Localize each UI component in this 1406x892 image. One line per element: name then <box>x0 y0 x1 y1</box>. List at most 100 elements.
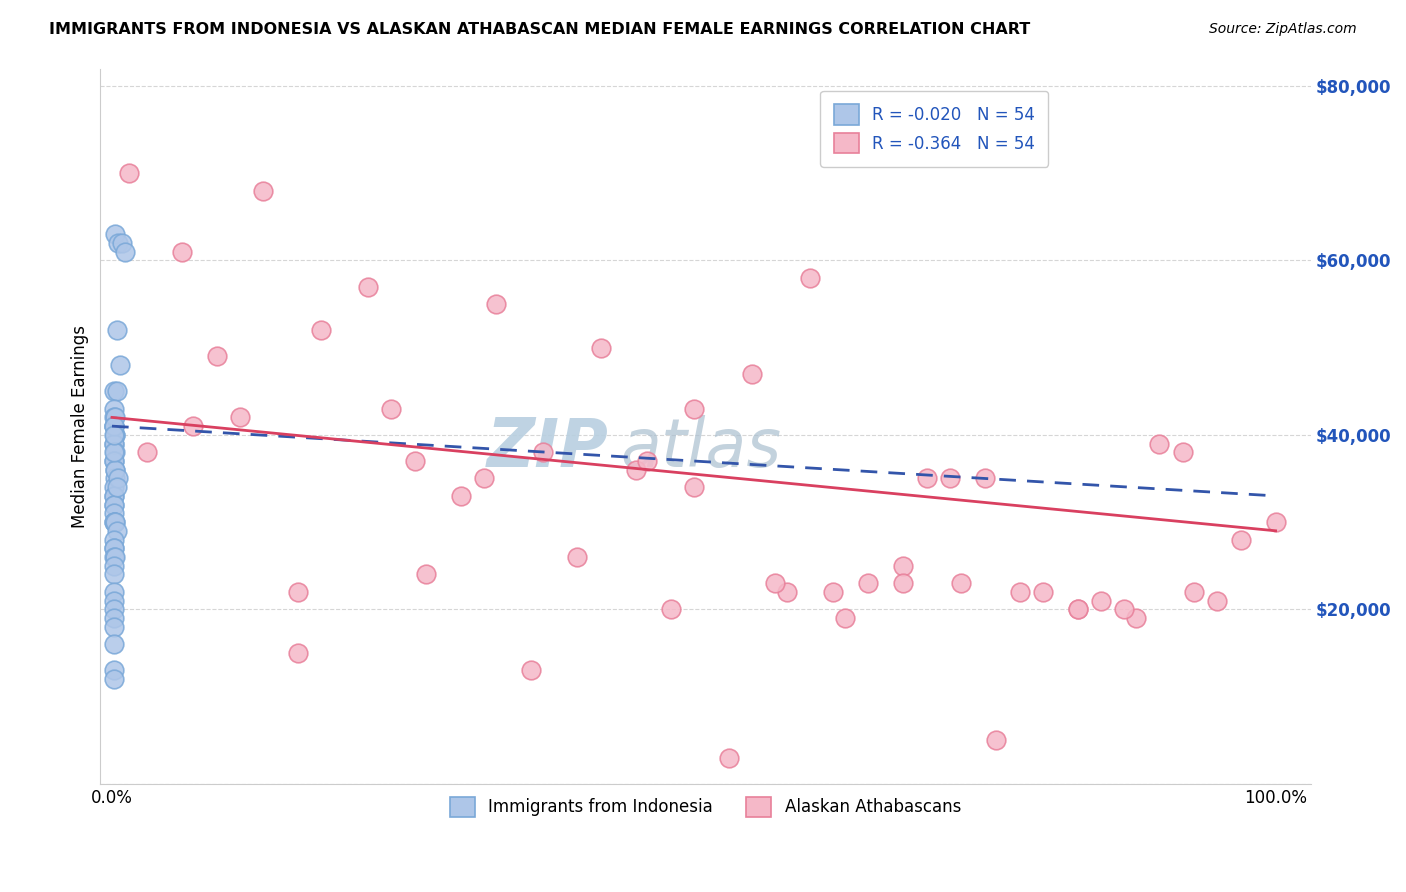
Point <box>834 611 856 625</box>
Point <box>103 611 125 625</box>
Point <box>103 454 125 468</box>
Point <box>531 445 554 459</box>
Point <box>1032 585 1054 599</box>
Point <box>311 323 333 337</box>
Point <box>252 184 274 198</box>
Point <box>103 541 125 556</box>
Point <box>103 445 125 459</box>
Point <box>1171 445 1194 459</box>
Point <box>103 427 125 442</box>
Point <box>229 410 252 425</box>
Point <box>973 471 995 485</box>
Point <box>103 498 125 512</box>
Point <box>741 367 763 381</box>
Point <box>950 576 973 591</box>
Point <box>104 227 127 242</box>
Point <box>103 507 125 521</box>
Point <box>485 297 508 311</box>
Point <box>624 463 647 477</box>
Point <box>823 585 845 599</box>
Point <box>1008 585 1031 599</box>
Point <box>103 637 125 651</box>
Point <box>103 620 125 634</box>
Point <box>404 454 426 468</box>
Point <box>589 341 612 355</box>
Point <box>104 463 127 477</box>
Point <box>103 585 125 599</box>
Point <box>1114 602 1136 616</box>
Point <box>170 244 193 259</box>
Point <box>1182 585 1205 599</box>
Point <box>103 541 125 556</box>
Point <box>1125 611 1147 625</box>
Point <box>103 410 125 425</box>
Point <box>104 471 127 485</box>
Point <box>103 567 125 582</box>
Point <box>105 323 128 337</box>
Point <box>287 646 309 660</box>
Point <box>858 576 880 591</box>
Point <box>103 401 125 416</box>
Point <box>108 358 131 372</box>
Point <box>105 384 128 399</box>
Point <box>111 235 134 250</box>
Point <box>103 498 125 512</box>
Point <box>567 549 589 564</box>
Point <box>104 515 127 529</box>
Point <box>1067 602 1090 616</box>
Point <box>682 480 704 494</box>
Point <box>939 471 962 485</box>
Point <box>891 558 914 573</box>
Point <box>104 427 127 442</box>
Point <box>103 419 125 434</box>
Text: IMMIGRANTS FROM INDONESIA VS ALASKAN ATHABASCAN MEDIAN FEMALE EARNINGS CORRELATI: IMMIGRANTS FROM INDONESIA VS ALASKAN ATH… <box>49 22 1031 37</box>
Point <box>103 454 125 468</box>
Point <box>986 733 1008 747</box>
Point <box>183 419 205 434</box>
Legend: Immigrants from Indonesia, Alaskan Athabascans: Immigrants from Indonesia, Alaskan Athab… <box>441 789 969 825</box>
Point <box>205 349 228 363</box>
Point <box>103 602 125 616</box>
Point <box>659 602 682 616</box>
Point <box>1229 533 1251 547</box>
Point <box>1147 436 1170 450</box>
Point <box>103 436 125 450</box>
Point <box>104 515 127 529</box>
Point <box>103 515 125 529</box>
Point <box>104 445 127 459</box>
Point <box>103 672 125 686</box>
Point <box>103 419 125 434</box>
Point <box>380 401 402 416</box>
Point <box>104 549 127 564</box>
Point <box>776 585 799 599</box>
Point <box>105 524 128 538</box>
Point <box>103 593 125 607</box>
Point <box>103 533 125 547</box>
Point <box>287 585 309 599</box>
Point <box>636 454 658 468</box>
Point <box>415 567 437 582</box>
Point <box>104 463 127 477</box>
Point <box>520 664 543 678</box>
Point <box>103 436 125 450</box>
Point <box>1264 515 1286 529</box>
Point <box>915 471 938 485</box>
Point <box>763 576 786 591</box>
Point <box>103 515 125 529</box>
Point <box>103 419 125 434</box>
Point <box>114 244 136 259</box>
Point <box>1090 593 1112 607</box>
Point <box>357 279 380 293</box>
Point <box>107 471 129 485</box>
Point <box>1067 602 1090 616</box>
Point <box>682 401 704 416</box>
Point <box>103 480 125 494</box>
Point <box>891 576 914 591</box>
Point <box>103 549 125 564</box>
Point <box>103 489 125 503</box>
Point <box>104 427 127 442</box>
Point <box>103 664 125 678</box>
Point <box>1206 593 1229 607</box>
Point <box>472 471 495 485</box>
Point <box>103 384 125 399</box>
